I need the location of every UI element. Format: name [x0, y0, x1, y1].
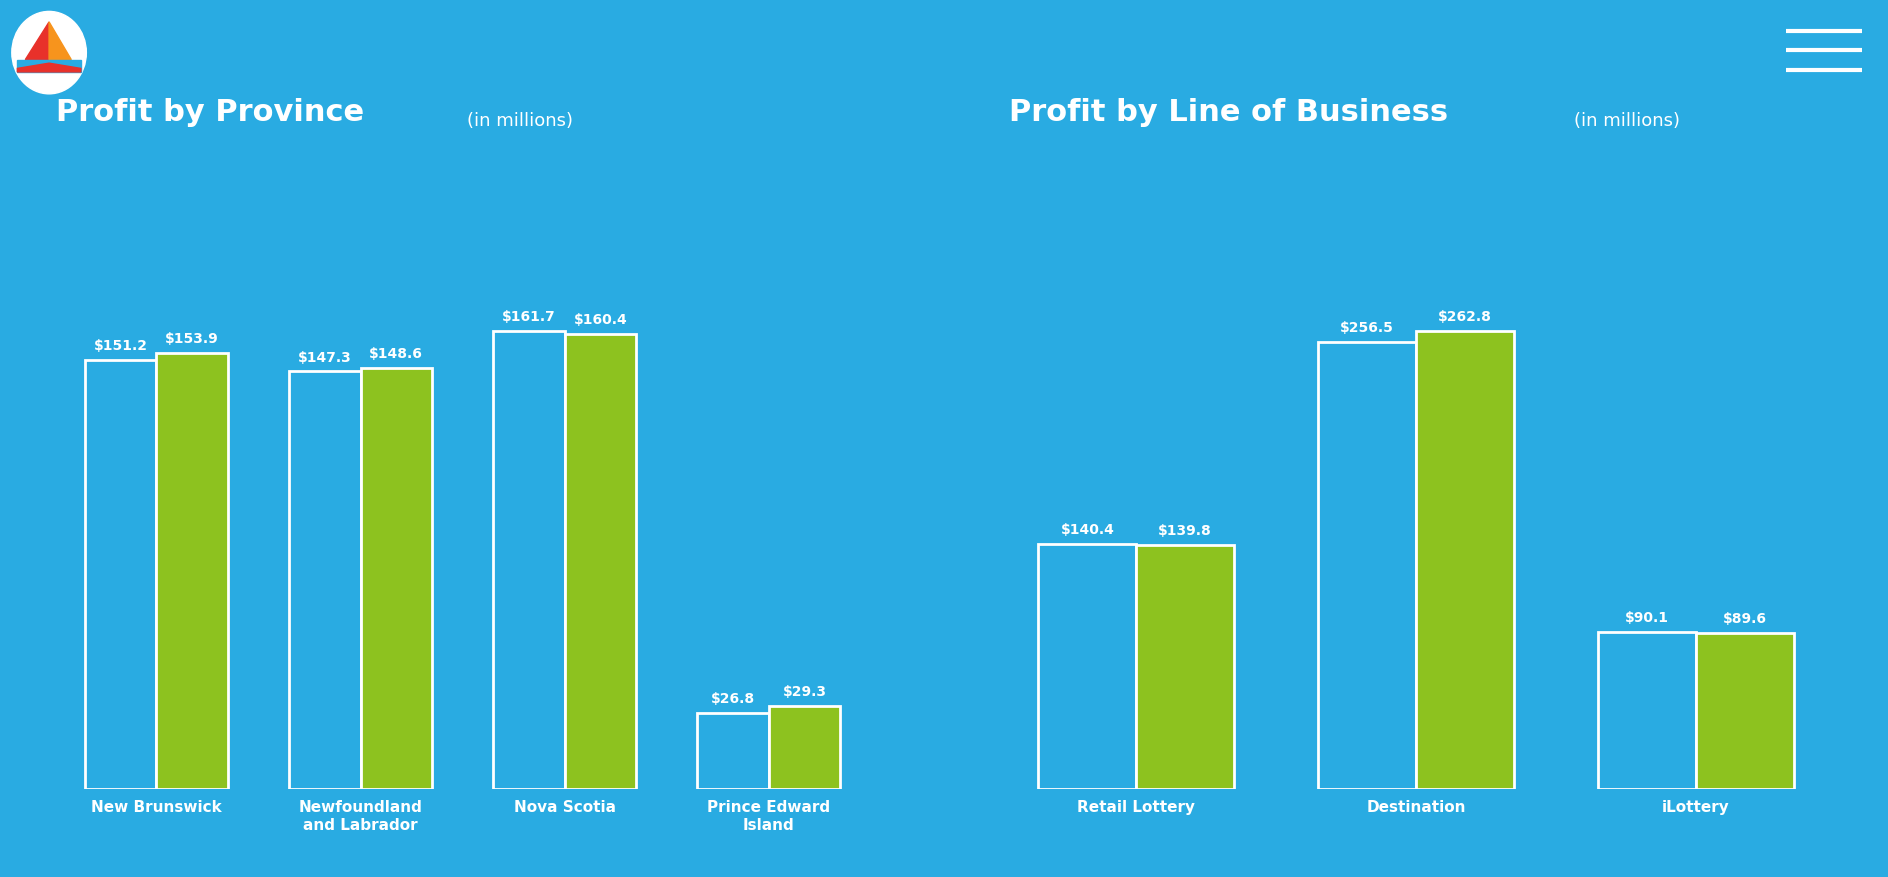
Bar — [1318, 341, 1416, 789]
Text: $256.5: $256.5 — [1340, 321, 1393, 335]
Text: $153.9: $153.9 — [166, 332, 219, 346]
Polygon shape — [17, 63, 81, 72]
Text: $262.8: $262.8 — [1439, 310, 1492, 324]
Text: $151.2: $151.2 — [94, 339, 147, 353]
Bar — [85, 360, 157, 789]
Text: (in millions): (in millions) — [466, 112, 572, 131]
Text: $89.6: $89.6 — [1722, 612, 1767, 626]
Text: Profit by Line of Business: Profit by Line of Business — [1008, 97, 1448, 126]
Bar — [157, 353, 228, 789]
Text: $90.1: $90.1 — [1626, 611, 1669, 625]
Bar — [289, 372, 361, 789]
Bar — [1597, 632, 1695, 789]
Text: $26.8: $26.8 — [712, 692, 755, 706]
Bar — [1695, 633, 1794, 789]
Text: $160.4: $160.4 — [574, 313, 627, 327]
Bar — [361, 367, 432, 789]
Bar — [1416, 331, 1514, 789]
Polygon shape — [25, 22, 49, 60]
Text: $148.6: $148.6 — [370, 346, 423, 360]
Bar — [1137, 545, 1235, 789]
Bar — [565, 334, 636, 789]
Circle shape — [11, 11, 87, 94]
Text: $147.3: $147.3 — [298, 351, 351, 365]
Text: $29.3: $29.3 — [782, 685, 827, 699]
Text: Profit by Province: Profit by Province — [55, 97, 364, 126]
Bar — [697, 713, 768, 789]
Text: $140.4: $140.4 — [1061, 524, 1114, 538]
Polygon shape — [49, 22, 72, 60]
Text: $161.7: $161.7 — [502, 310, 555, 324]
Polygon shape — [17, 60, 81, 72]
Legend: Actual 2024, Actual 2023: Actual 2024, Actual 2023 — [1257, 873, 1575, 877]
Bar — [768, 706, 840, 789]
Bar — [1038, 545, 1137, 789]
Bar — [493, 331, 565, 789]
Text: (in millions): (in millions) — [1575, 112, 1680, 131]
Text: $139.8: $139.8 — [1159, 524, 1212, 538]
